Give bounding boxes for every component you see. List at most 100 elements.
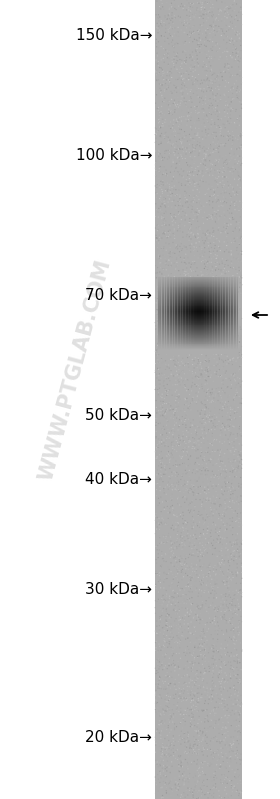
Point [197, 729, 202, 742]
Point [171, 285, 175, 298]
Point [195, 181, 199, 193]
Point [229, 32, 234, 45]
Point [236, 502, 241, 515]
Point [227, 658, 232, 671]
Point [198, 613, 202, 626]
Point [185, 781, 190, 794]
Point [234, 585, 239, 598]
Point [238, 535, 242, 548]
Point [157, 670, 162, 683]
Point [176, 120, 181, 133]
Point [170, 175, 174, 188]
Point [164, 306, 169, 319]
Point [205, 199, 209, 212]
Point [230, 438, 234, 451]
Point [209, 157, 213, 170]
Point [194, 725, 199, 737]
Point [190, 574, 195, 586]
Point [176, 614, 181, 627]
Point [168, 187, 173, 200]
Point [237, 27, 241, 40]
Point [168, 551, 173, 563]
Point [156, 670, 161, 683]
Point [159, 208, 163, 221]
Point [223, 421, 227, 434]
Point [235, 549, 239, 562]
Point [173, 189, 178, 202]
Point [229, 255, 234, 268]
Point [210, 260, 215, 273]
Point [214, 714, 218, 727]
Point [207, 643, 211, 656]
Point [239, 514, 243, 527]
Point [161, 32, 166, 45]
Point [224, 58, 228, 70]
Point [167, 280, 172, 293]
Point [153, 238, 158, 251]
Point [173, 308, 178, 320]
Point [174, 402, 178, 415]
Point [187, 19, 192, 32]
Point [170, 435, 174, 448]
Point [170, 52, 174, 65]
Point [223, 91, 228, 104]
Point [207, 591, 211, 604]
Point [168, 590, 172, 603]
Point [188, 530, 193, 543]
Point [208, 507, 213, 519]
Point [186, 745, 191, 758]
Point [230, 596, 234, 609]
Point [215, 319, 219, 332]
Point [192, 746, 197, 759]
Point [183, 269, 188, 282]
Point [183, 715, 187, 728]
Point [167, 547, 171, 560]
Point [190, 283, 194, 296]
Point [207, 295, 211, 308]
Point [216, 453, 221, 466]
Point [166, 268, 171, 281]
Point [239, 255, 244, 268]
Point [183, 381, 188, 394]
Point [205, 638, 209, 651]
Point [240, 278, 244, 291]
Point [185, 327, 189, 340]
Point [195, 177, 199, 189]
Point [221, 264, 226, 276]
Point [154, 582, 158, 595]
Point [192, 347, 197, 360]
Point [214, 522, 219, 535]
Point [234, 384, 239, 396]
Point [216, 221, 221, 234]
Point [169, 624, 173, 637]
Point [237, 85, 242, 98]
Point [197, 785, 201, 797]
Point [155, 439, 160, 451]
Point [162, 161, 166, 173]
Point [228, 199, 233, 212]
Point [157, 18, 162, 30]
Point [225, 6, 230, 18]
Point [207, 409, 212, 422]
Point [237, 448, 242, 461]
Point [181, 479, 185, 492]
Point [213, 408, 217, 421]
Point [156, 285, 161, 298]
Point [165, 572, 169, 585]
Point [176, 468, 181, 481]
Point [185, 640, 190, 653]
Point [211, 751, 216, 764]
Point [205, 334, 209, 347]
Point [167, 630, 171, 643]
Point [181, 566, 186, 579]
Point [160, 151, 165, 164]
Point [159, 70, 164, 83]
Point [230, 421, 235, 434]
Point [159, 709, 163, 721]
Point [199, 445, 204, 458]
Point [177, 63, 182, 76]
Point [225, 685, 230, 698]
Point [206, 123, 211, 136]
Point [166, 507, 170, 519]
Point [227, 372, 231, 385]
